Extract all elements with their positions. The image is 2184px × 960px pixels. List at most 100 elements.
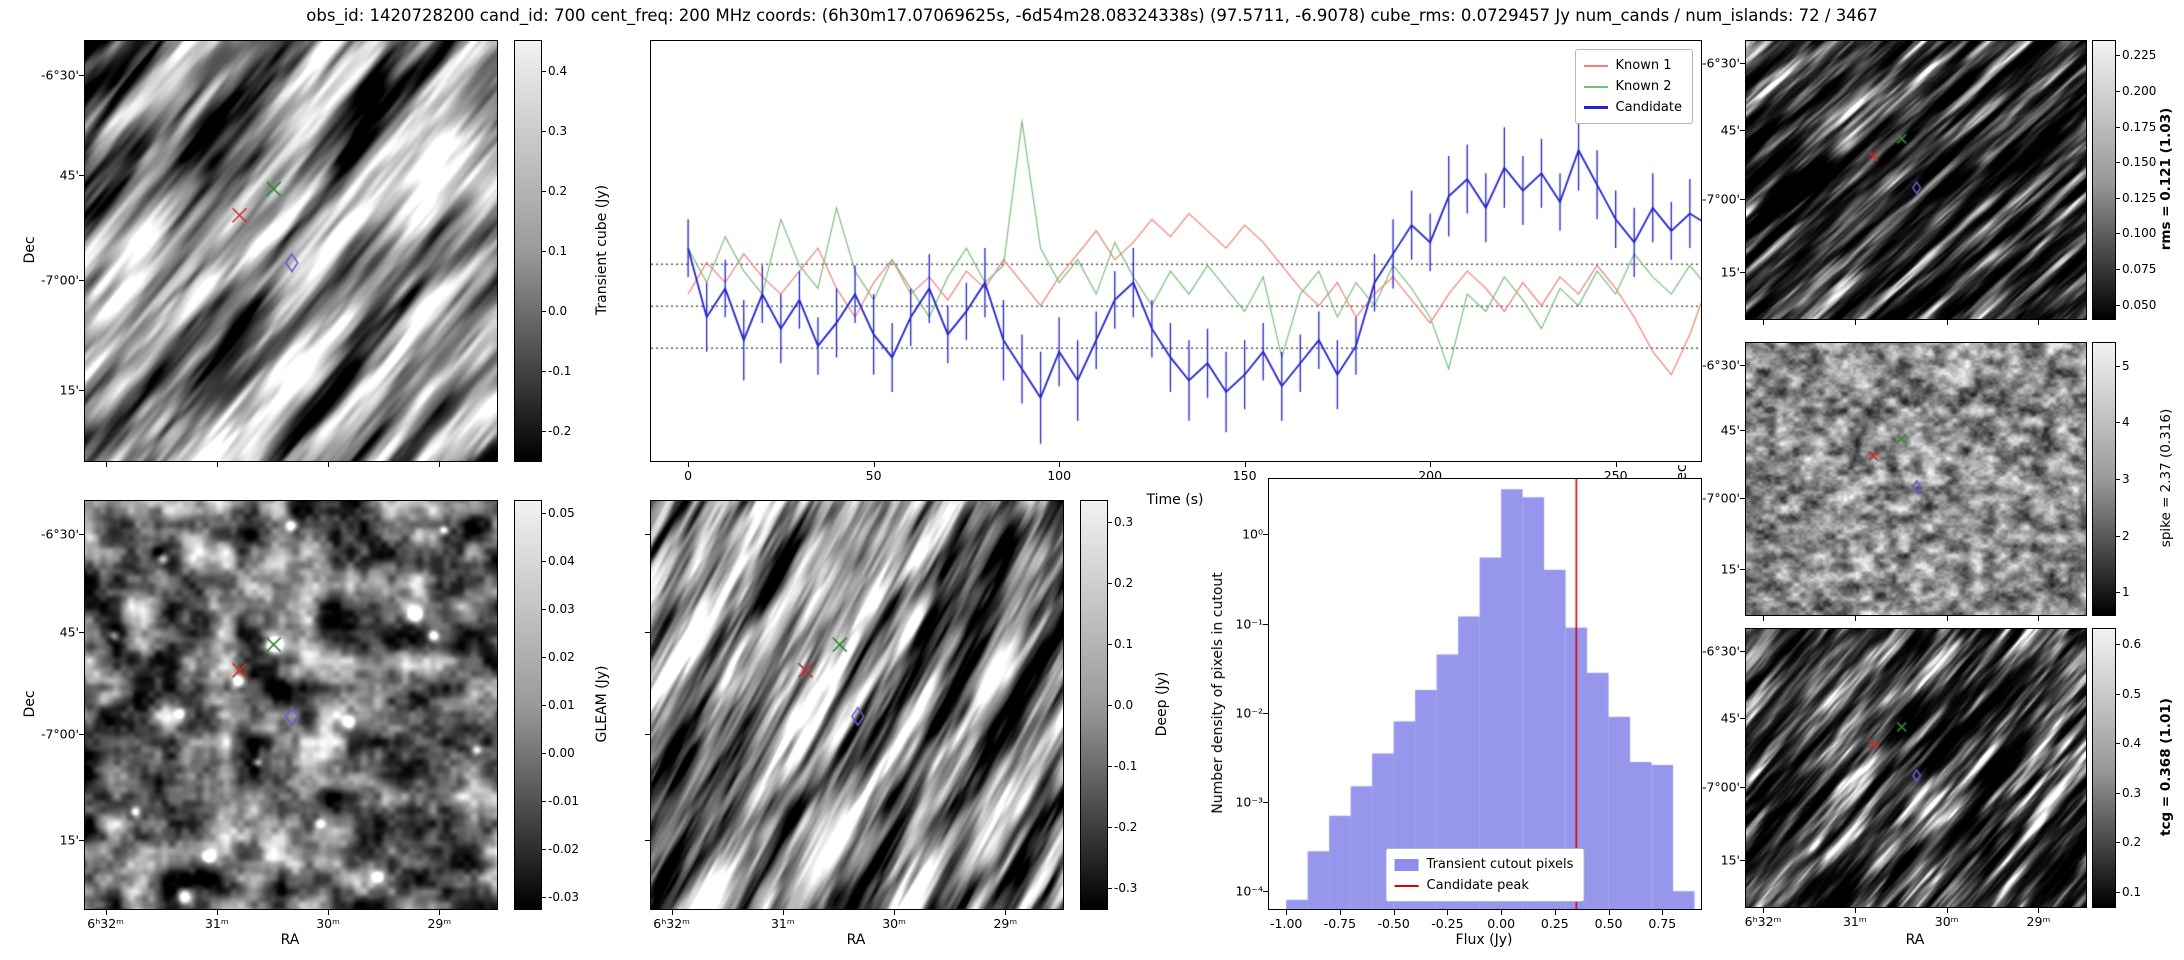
xlabel-flux: Flux (Jy)	[1455, 932, 1513, 948]
time-tick-label: 100	[1047, 468, 1072, 483]
density-tick	[1263, 534, 1269, 536]
colorbar-tick	[1107, 887, 1112, 889]
colorbar-tick-label: 0.100	[2122, 226, 2157, 241]
colorbar-tick	[541, 131, 546, 132]
panel-rms-map: -6°30' 45' -7°00' 15'	[1702, 40, 2087, 325]
legend-label-candidate-peak: Candidate peak	[1426, 878, 1529, 893]
colorbar-tick	[541, 513, 546, 514]
colorbar-tick	[541, 561, 546, 562]
colorbar-tick	[541, 191, 546, 192]
ra-tick-label: 31ᵐ	[770, 916, 795, 931]
dec-tick-label: -6°30'	[40, 67, 79, 83]
legend-label-known2: Known 2	[1615, 79, 1672, 94]
dec-tick	[1740, 271, 1746, 273]
dec-tick	[79, 733, 85, 735]
colorbar-tick-label: 0.00	[548, 746, 575, 760]
colorbar-tick	[2115, 842, 2120, 844]
xlabel-gleam-ra: RA	[280, 932, 300, 948]
ra-tick-label: 31ᵐ	[1842, 914, 1867, 929]
colorbar-tick-label: 0.6	[2122, 636, 2142, 651]
density-tick-label: 10⁻¹	[1235, 616, 1263, 632]
dec-tick	[645, 733, 651, 735]
colorbar-tick	[1107, 826, 1112, 828]
flux-tick	[1286, 909, 1288, 915]
flux-tick	[1608, 909, 1610, 915]
ra-tick	[1763, 907, 1764, 913]
colorbar-tick-label: 0.04	[548, 554, 575, 568]
rms-map-image	[1746, 41, 2086, 319]
deep-image	[651, 501, 1063, 909]
known1-line-swatch	[1583, 64, 1608, 67]
panel-histogram: Transient cutout pixels Candidate peak -…	[1235, 478, 1702, 931]
colorbar-tick	[2115, 304, 2120, 306]
time-tick	[1430, 461, 1432, 467]
time-tick	[1244, 461, 1246, 467]
dec-tick	[645, 631, 651, 633]
colorbar-tick-label: 0.2	[548, 184, 568, 198]
colorbar-rms: 0.225 0.200 0.175 0.150 0.125 0.100 0.075 0.050	[2092, 40, 2156, 320]
colorbar-tick-label: 0.5	[2122, 686, 2142, 701]
colorbar-tick-label: 0.4	[548, 64, 568, 78]
colorbar-spike: 5 4 3 2 1	[2092, 342, 2130, 616]
ra-tick-label: 29ᵐ	[993, 916, 1018, 931]
colorbar-tick	[2115, 55, 2120, 57]
dec-tick-label: -7°00'	[1701, 490, 1740, 506]
colorbar-tick	[541, 71, 546, 72]
dec-tick-label: 45'	[1720, 710, 1740, 726]
colorbar-tick	[541, 609, 546, 610]
ra-tick	[1854, 907, 1856, 913]
dec-tick	[79, 74, 85, 76]
ra-tick	[1763, 615, 1764, 621]
colorbar-tick-label: 0.2	[2122, 835, 2142, 850]
legend-item-known2: Known 2	[1583, 76, 1682, 97]
ra-tick	[439, 909, 441, 915]
ra-tick	[2038, 319, 2040, 325]
flux-tick-label: 0.25	[1540, 916, 1569, 931]
ylabel-pixel-density: Number density of pixels in cutout	[1210, 572, 1226, 814]
colorbar-tick	[2115, 422, 2120, 424]
flux-tick-label: -1.00	[1270, 916, 1303, 931]
colorbar-tick	[541, 801, 546, 802]
ylabel-gleam-dec: Dec	[22, 690, 38, 718]
ra-tick-label: 30ᵐ	[316, 916, 340, 931]
legend-label-candidate: Candidate	[1615, 100, 1682, 115]
colorbar-tick-label: -0.2	[548, 424, 572, 438]
dec-tick	[645, 533, 651, 535]
density-tick-label: 10⁰	[1242, 526, 1263, 542]
dec-tick	[1740, 498, 1746, 500]
dec-tick-label: -7°00'	[1701, 779, 1740, 795]
candidate-peak-swatch	[1394, 884, 1419, 887]
dec-tick	[1740, 787, 1746, 789]
ra-tick	[894, 909, 896, 915]
ra-tick	[216, 461, 218, 467]
density-tick	[1263, 623, 1269, 625]
colorbar-tick-label: 1	[2122, 585, 2130, 600]
colorbar-tick-label: 0.4	[2122, 736, 2142, 751]
colorbar-tick-label: 0.3	[1114, 515, 1134, 530]
colorbar-tick-label: 0.0	[1114, 698, 1134, 712]
dec-tick-label: 45'	[59, 167, 79, 183]
colorbar-tick-label: 0.125	[2122, 190, 2157, 205]
flux-tick	[1393, 909, 1395, 915]
metric-label-rms: rms = 0.121 (1.03)	[2158, 107, 2174, 251]
dec-tick	[79, 175, 85, 177]
ra-tick	[328, 909, 330, 915]
ra-tick	[1854, 615, 1856, 621]
colorbar-tick	[541, 251, 546, 252]
colorbar-tick	[2115, 792, 2120, 794]
dec-tick	[79, 533, 85, 535]
colorbar-tick-label: 2	[2122, 528, 2130, 543]
metric-label-tcg: tcg = 0.368 (1.01)	[2158, 698, 2174, 836]
colorbar-tick-label: -0.02	[548, 842, 580, 856]
colorbar-label-deep: Deep (Jy)	[1154, 671, 1170, 737]
colorbar-tick	[541, 311, 546, 312]
colorbar-tick	[2115, 269, 2120, 271]
ra-tick	[1763, 319, 1764, 325]
xlabel-tcg-ra: RA	[1905, 932, 1925, 948]
colorbar-tick	[2115, 162, 2120, 164]
dec-tick	[79, 389, 85, 391]
dec-tick-label: 15'	[1720, 852, 1740, 868]
colorbar-tick-label: 0.150	[2122, 155, 2157, 170]
colorbar-tick	[1107, 522, 1112, 524]
colorbar-tcg: 0.6 0.5 0.4 0.3 0.2 0.1	[2092, 628, 2141, 908]
